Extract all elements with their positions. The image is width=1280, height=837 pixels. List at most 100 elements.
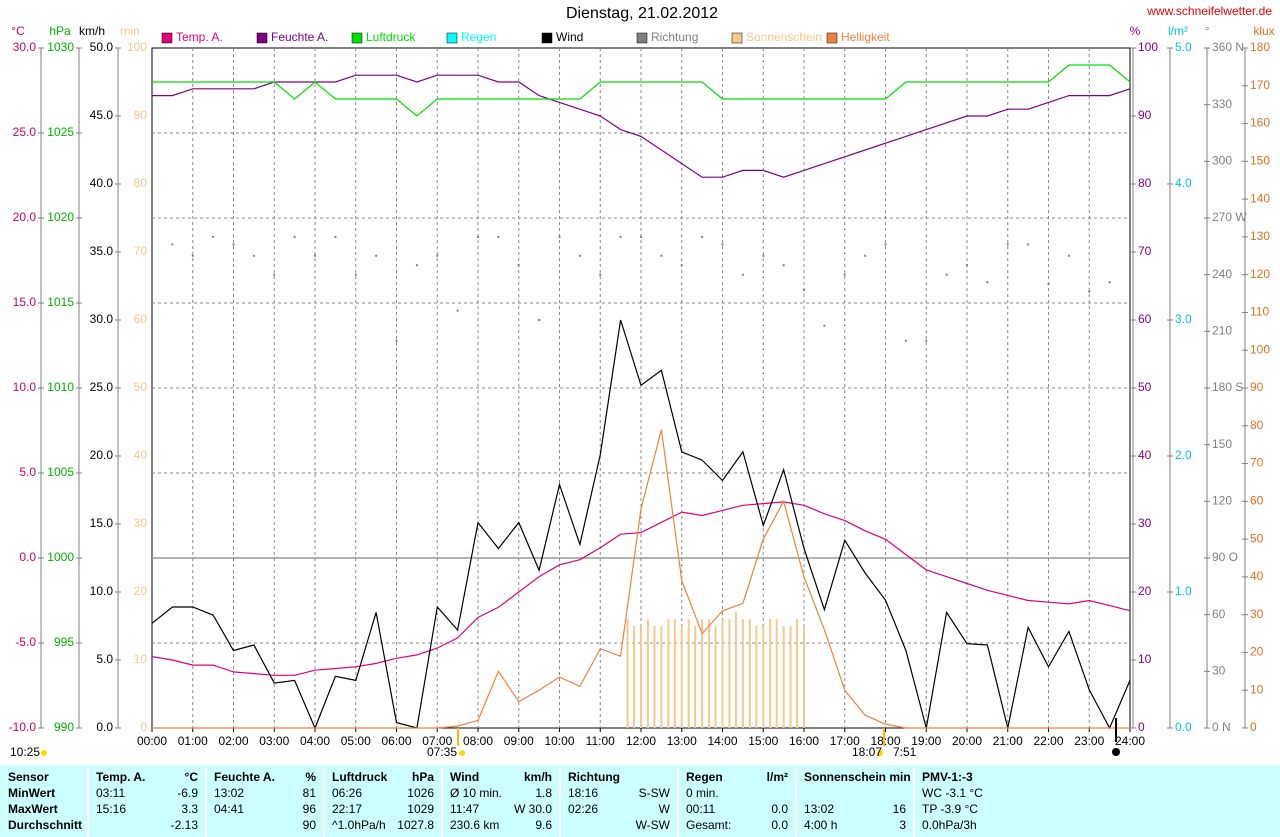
y-tick-label: 995 [54, 635, 74, 649]
x-tick-label: 13:00 [667, 734, 697, 748]
y-tick-label: 5.0 [19, 465, 36, 479]
y-tick-label: -10.0 [9, 720, 37, 734]
x-tick-label: 20:00 [952, 734, 982, 748]
direction-dot [640, 235, 642, 238]
direction-dot [232, 243, 235, 246]
x-tick-label: 02:00 [218, 734, 248, 748]
y-tick-label: 150 [1250, 154, 1270, 168]
legend-swatch [256, 32, 268, 44]
cell-right: 0.0 [771, 818, 788, 832]
x-tick-label: 12:00 [626, 734, 656, 748]
direction-dot [619, 235, 622, 238]
y-tick-label: 130 [1250, 229, 1270, 243]
cell-right: 1027.8 [397, 818, 434, 832]
direction-dot [1047, 283, 1050, 286]
y-tick-label: 25.0 [90, 380, 114, 394]
axis-unit: hPa [49, 24, 71, 38]
y-tick-label: 60 [1138, 312, 1152, 326]
y-tick-label: 0 [1138, 720, 1145, 734]
y-tick-label: 3.0 [1175, 312, 1192, 326]
row-label: Durchschnitt [8, 818, 82, 832]
sunshine-bar [789, 626, 792, 728]
axis-unit: min [120, 24, 139, 38]
column-unit: hPa [412, 770, 434, 784]
legend-label: Luftdruck [366, 30, 416, 44]
y-tick-label: 5.0 [96, 652, 113, 666]
sunshine-bar [796, 619, 799, 728]
y-tick-label: 330 [1212, 97, 1232, 111]
y-tick-label: 120 [1212, 494, 1232, 508]
direction-dot [1006, 243, 1009, 246]
y-tick-label: 5.0 [1175, 40, 1192, 54]
cell-right: 1.8 [535, 786, 552, 800]
series-line [152, 429, 1130, 729]
direction-dot [212, 235, 215, 238]
x-tick-label: 09:00 [504, 734, 534, 748]
direction-dot [517, 264, 520, 267]
y-tick-label: 10 [1250, 682, 1264, 696]
column-unit: km/h [524, 770, 552, 784]
row-label: MinWert [8, 786, 55, 800]
y-tick-label: 1010 [47, 380, 74, 394]
cell-right: S-SW [639, 786, 671, 800]
direction-dot [375, 254, 378, 257]
cell-right: 81 [303, 786, 317, 800]
x-tick-label: 11:00 [586, 734, 615, 748]
y-tick-label: -5.0 [15, 635, 36, 649]
column-unit: l/m² [767, 770, 788, 784]
sunshine-bar [748, 619, 751, 728]
sunshine-bar [673, 619, 676, 728]
cell-left: 04:41 [214, 802, 244, 816]
layer: 00:00 01:00 02:00 03:00 04:00 05:00 06:00 07:00… [9, 24, 1275, 748]
sunshine-bar [653, 626, 656, 728]
direction-dot [680, 264, 683, 267]
day-length: 10:25 [10, 745, 40, 759]
y-tick-label: 80 [1250, 418, 1264, 432]
x-tick-label: 01:00 [178, 734, 208, 748]
cell-left: 22:17 [332, 802, 362, 816]
y-tick-label: 10.0 [13, 380, 37, 394]
sunshine-bar [701, 619, 704, 728]
sun-icon [459, 750, 465, 756]
table-background [0, 765, 1280, 837]
y-tick-label: 360 N [1212, 40, 1244, 54]
y-tick-label: 240 [1212, 267, 1232, 281]
x-tick-label: 23:00 [1074, 734, 1104, 748]
y-tick-label: 30.0 [13, 40, 37, 54]
y-tick-label: 2.0 [1175, 448, 1192, 462]
direction-dot [782, 264, 785, 267]
y-tick-label: 90 [1250, 380, 1264, 394]
direction-dot [904, 339, 907, 342]
y-tick-label: 0 N [1212, 720, 1231, 734]
legend-swatch [541, 32, 553, 44]
direction-dot [599, 273, 602, 276]
sunshine-bar [741, 619, 744, 728]
direction-dot [436, 254, 439, 257]
direction-dot [803, 288, 805, 291]
y-tick-label: 20 [1138, 584, 1152, 598]
series-line [151, 501, 1131, 676]
direction-dot [762, 254, 765, 257]
y-tick-label: 300 [1212, 154, 1232, 168]
y-tick-label: 0.0 [96, 720, 113, 734]
direction-dot [843, 273, 846, 276]
column-header: Temp. A. [96, 770, 145, 784]
y-tick-label: 0 [140, 720, 147, 734]
column-header: Feuchte A. [214, 770, 275, 784]
sunshine-bar [633, 626, 636, 728]
x-tick-label: 03:00 [259, 734, 289, 748]
source: www.schneifelwetter.de [1146, 4, 1272, 18]
sunset: 18:07 [852, 745, 882, 759]
y-tick-label: 1015 [47, 295, 74, 309]
cell-left: 230.6 km [450, 818, 499, 832]
chart-title: Dienstag, 21.02.2012 [566, 5, 718, 22]
sunshine-bar [714, 626, 717, 728]
series-line [152, 64, 1131, 117]
legend-label: Feuchte A. [271, 30, 328, 44]
direction-dot [864, 254, 867, 257]
sunshine-bar [734, 612, 737, 728]
sunshine-bar [687, 619, 690, 728]
cell-left: 00:11 [686, 802, 715, 816]
y-tick-label: 60 [134, 312, 148, 326]
